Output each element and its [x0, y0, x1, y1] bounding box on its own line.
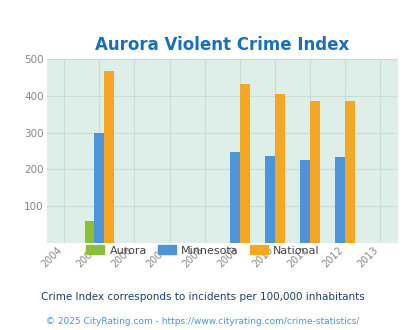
Bar — [309, 101, 319, 243]
Bar — [104, 71, 114, 243]
Bar — [335, 157, 344, 243]
Legend: Aurora, Minnesota, National: Aurora, Minnesota, National — [81, 241, 324, 260]
Text: Crime Index corresponds to incidents per 100,000 inhabitants: Crime Index corresponds to incidents per… — [41, 292, 364, 302]
Title: Aurora Violent Crime Index: Aurora Violent Crime Index — [95, 36, 349, 54]
Text: © 2025 CityRating.com - https://www.cityrating.com/crime-statistics/: © 2025 CityRating.com - https://www.city… — [46, 317, 359, 326]
Bar — [94, 133, 104, 243]
Bar — [230, 152, 239, 243]
Bar — [264, 156, 274, 243]
Bar — [84, 220, 94, 243]
Bar — [300, 160, 309, 243]
Bar — [239, 84, 249, 243]
Bar — [274, 94, 284, 243]
Bar — [344, 101, 354, 243]
